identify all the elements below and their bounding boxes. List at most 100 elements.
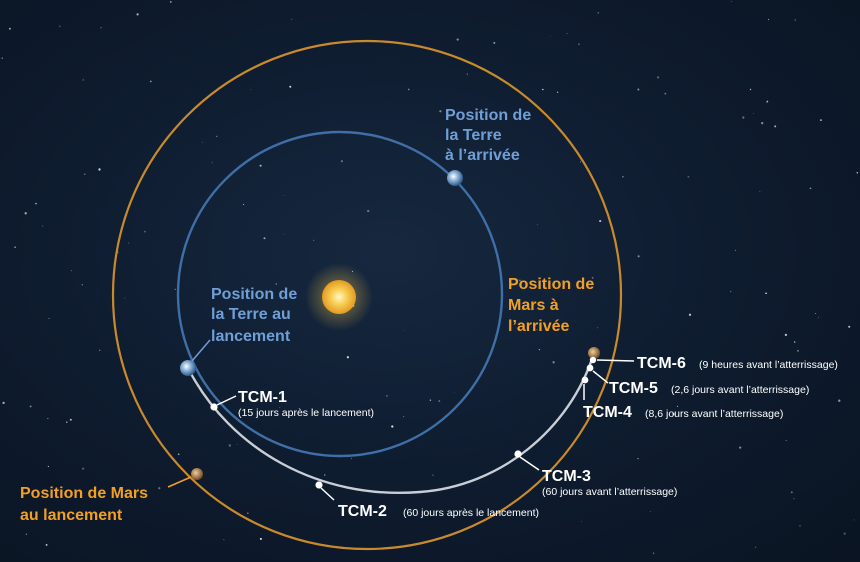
star [29,405,32,408]
tcm5-name: TCM-5 [609,380,658,397]
star [577,43,580,46]
star [429,399,432,401]
mars-launch-planet [191,468,203,480]
star [158,487,161,490]
star [766,100,769,103]
star [752,362,754,364]
earth-launch-label-line2: la Terre au [211,306,291,323]
star [538,348,541,351]
mars-launch-label-line1: Position de Mars [20,485,148,502]
star [637,255,640,258]
star [263,237,266,240]
star [174,288,176,290]
tcm2-point [315,481,323,489]
earth-arrival-label: Position de la Terre à l’arrivée [445,107,536,164]
tcm2-pointer [320,487,335,501]
tcm5-label: TCM-5 (2,6 jours avant l’atterrissage) [609,380,809,397]
star [59,25,61,27]
star [843,532,846,535]
star [313,239,315,242]
earth-arrival-label-line2: la Terre [445,127,502,144]
mars-arrival-label-line1: Position de [508,276,594,293]
star [291,18,293,20]
star [597,327,599,329]
star [283,194,285,196]
star [809,187,812,190]
star [552,361,555,364]
star [2,401,5,405]
star [729,290,732,293]
star [24,212,27,215]
tcm1-point [210,403,218,411]
star [519,279,521,281]
earth-launch-pointer [191,339,211,362]
star [838,399,841,402]
star [246,512,249,515]
star [48,318,50,320]
star [238,412,239,414]
star [99,349,101,351]
tcm1-label: TCM-1 (15 jours après le lancement) [238,389,374,419]
star [793,341,796,343]
star [815,312,817,314]
star [403,330,405,331]
star [391,425,394,428]
star [45,543,48,546]
star [84,173,86,175]
star [150,80,152,83]
star [637,88,640,91]
earth-arrival-planet [447,170,463,186]
tcm3-note: (60 jours avant l’atterrissage) [542,486,677,498]
star [128,242,130,244]
star [439,110,442,113]
tcm1-note: (15 jours après le lancement) [238,407,374,419]
tcm6-label: TCM-6 (9 heures avant l’atterrissage) [637,355,838,372]
tcm5-pointer [592,370,609,384]
star [466,73,468,75]
star [799,525,801,527]
star [664,92,667,95]
star [734,249,737,252]
earth-orbit [176,130,504,458]
tcm6-note: (9 heures avant l’atterrissage) [699,359,838,371]
tcm2-note: (60 jours après le lancement) [403,507,539,519]
star [275,283,277,285]
star [386,395,388,397]
star [784,333,788,337]
star [761,122,764,125]
star [42,225,44,227]
star [542,88,544,91]
tcm4-point [581,376,589,384]
tcm3-pointer [519,456,540,471]
star [652,552,655,554]
star [742,116,745,119]
star [47,465,50,468]
star [818,316,820,318]
star [324,474,326,476]
star [536,329,538,331]
star [202,141,203,143]
star [283,234,285,235]
star [340,160,343,163]
tcm5-note: (2,6 jours avant l’atterrissage) [671,384,809,396]
tcm3-label: TCM-3 (60 jours avant l’atterrissage) [542,468,677,498]
star [143,230,146,233]
star [622,175,624,178]
mars-launch-pointer [167,476,192,488]
star [848,325,851,328]
tcm2-name: TCM-2 [338,503,387,520]
star [279,406,281,408]
star [1,57,3,59]
star [250,89,252,90]
star [98,168,101,171]
tcm1-name: TCM-1 [238,389,287,406]
tcm2-label: TCM-2 (60 jours après le lancement) [338,503,539,520]
star [228,444,231,447]
star [66,421,68,423]
star [216,135,218,138]
tcm6-point [589,356,597,364]
tcm3-point [514,450,522,458]
star [856,171,859,174]
